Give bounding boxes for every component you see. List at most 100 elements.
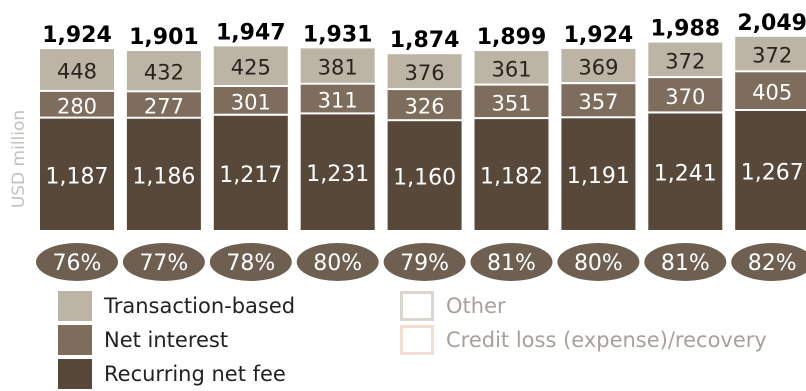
ratio-badge xyxy=(209,243,292,281)
legend-label: Other xyxy=(446,294,506,318)
data-label-net-interest: 311 xyxy=(318,89,358,113)
data-label-net-interest: 277 xyxy=(144,95,184,119)
bar-segment-net-interest xyxy=(735,72,806,109)
data-label-net-interest: 326 xyxy=(405,95,445,119)
bar-segment-net-interest xyxy=(561,84,636,117)
bar-segment-transaction-based xyxy=(648,42,723,77)
bar-segment-recurring-net-fee xyxy=(561,118,636,230)
data-label-net-interest: 301 xyxy=(231,90,271,114)
legend-label: Net interest xyxy=(104,328,229,352)
bar-segment-recurring-net-fee xyxy=(735,111,806,230)
data-label-transaction-based: 369 xyxy=(578,56,618,80)
bars-group: 1,187 280 448 1,924 1,186 277 432 1,901 1,217 301… xyxy=(40,11,806,230)
bar-segment-net-interest xyxy=(387,90,462,120)
legend-item-net-interest: Net interest xyxy=(58,325,228,355)
bar-segment-transaction-based xyxy=(300,48,375,83)
ratio-badge xyxy=(122,243,205,281)
bar-segment-transaction-based xyxy=(126,51,201,91)
bar-segment-net-interest xyxy=(40,91,114,117)
ratio-row: 76% 77% 78% 80% 79% 81% 80% 81% 82% xyxy=(36,243,806,281)
legend-label: Credit loss (expense)/recovery xyxy=(446,328,767,352)
data-label-transaction-based: 381 xyxy=(318,56,358,80)
ratio-badge xyxy=(383,243,466,281)
total-label: 2,049 xyxy=(737,11,806,36)
ratio-label: 79% xyxy=(400,251,449,276)
ratio-badge xyxy=(731,243,806,281)
legend-swatch-other xyxy=(400,291,434,321)
bar-segment-recurring-net-fee xyxy=(213,115,288,230)
bar-segment-net-interest xyxy=(126,92,201,117)
data-label-net-interest: 405 xyxy=(752,81,792,105)
total-label: 1,988 xyxy=(651,17,721,42)
data-label-recurring-net-fee: 1,182 xyxy=(480,165,543,190)
legend-item-recurring-net-fee: Recurring net fee xyxy=(58,359,286,389)
ratio-label: 80% xyxy=(313,251,362,276)
data-label-net-interest: 370 xyxy=(665,85,705,109)
bar-segment-net-interest xyxy=(474,85,549,118)
bar-segment-transaction-based xyxy=(735,36,806,71)
total-label: 1,874 xyxy=(390,28,460,53)
total-label: 1,901 xyxy=(129,25,199,50)
data-label-net-interest: 280 xyxy=(57,94,97,118)
bar-segment-transaction-based xyxy=(387,54,462,89)
ratio-badge xyxy=(36,243,118,281)
data-label-recurring-net-fee: 1,217 xyxy=(219,163,282,188)
ratio-label: 76% xyxy=(53,251,102,276)
bar-segment-transaction-based xyxy=(213,46,288,85)
ratio-label: 78% xyxy=(226,251,275,276)
bar-segment-transaction-based xyxy=(40,49,114,90)
bar-segment-recurring-net-fee xyxy=(387,121,462,230)
legend-item-other: Other xyxy=(400,291,506,321)
bar-segment-recurring-net-fee xyxy=(126,118,201,230)
ratio-badge xyxy=(470,243,553,281)
legend-swatch-net-interest xyxy=(58,325,92,355)
ratio-badge xyxy=(644,243,727,281)
data-label-transaction-based: 372 xyxy=(665,49,705,73)
data-label-transaction-based: 376 xyxy=(405,61,445,85)
total-label: 1,899 xyxy=(477,25,547,50)
data-label-transaction-based: 372 xyxy=(752,44,792,68)
total-label: 1,924 xyxy=(42,23,112,48)
legend-label: Recurring net fee xyxy=(104,362,286,386)
bar-segment-recurring-net-fee xyxy=(300,114,375,230)
legend-item-credit-loss: Credit loss (expense)/recovery xyxy=(400,325,767,355)
ratio-label: 82% xyxy=(748,251,797,276)
y-axis-label: USD million xyxy=(9,110,29,208)
data-label-recurring-net-fee: 1,187 xyxy=(46,164,109,189)
ratio-label: 80% xyxy=(574,251,623,276)
total-label: 1,924 xyxy=(564,23,634,48)
legend-label: Transaction-based xyxy=(104,294,296,318)
bar-segment-recurring-net-fee xyxy=(474,119,549,230)
legend-item-transaction-based: Transaction-based xyxy=(58,291,295,321)
data-label-recurring-net-fee: 1,231 xyxy=(306,162,369,187)
data-label-recurring-net-fee: 1,160 xyxy=(393,166,456,191)
bar-segment-recurring-net-fee xyxy=(40,118,114,230)
bar-segment-transaction-based xyxy=(474,51,549,84)
ratio-badge xyxy=(557,243,640,281)
ratio-badge xyxy=(296,243,379,281)
ratio-label: 81% xyxy=(661,251,710,276)
total-label: 1,931 xyxy=(303,22,373,47)
data-label-recurring-net-fee: 1,186 xyxy=(132,164,195,189)
data-label-net-interest: 357 xyxy=(578,90,618,114)
bar-segment-net-interest xyxy=(213,87,288,114)
bar-segment-net-interest xyxy=(648,78,723,112)
legend-swatch-recurring-net-fee xyxy=(58,359,92,389)
data-label-recurring-net-fee: 1,267 xyxy=(741,161,804,186)
data-label-transaction-based: 432 xyxy=(144,61,184,85)
bar-segment-recurring-net-fee xyxy=(648,113,723,230)
data-label-transaction-based: 448 xyxy=(57,60,97,84)
ratio-label: 77% xyxy=(139,251,188,276)
data-label-recurring-net-fee: 1,191 xyxy=(567,164,630,189)
data-label-transaction-based: 361 xyxy=(491,57,531,81)
ratio-label: 81% xyxy=(487,251,536,276)
data-label-net-interest: 351 xyxy=(491,91,531,115)
bar-segment-net-interest xyxy=(300,84,375,113)
data-label-transaction-based: 425 xyxy=(231,56,271,80)
legend-swatch-transaction-based xyxy=(58,291,92,321)
legend-swatch-credit-loss xyxy=(400,325,434,355)
total-label: 1,947 xyxy=(216,20,286,45)
